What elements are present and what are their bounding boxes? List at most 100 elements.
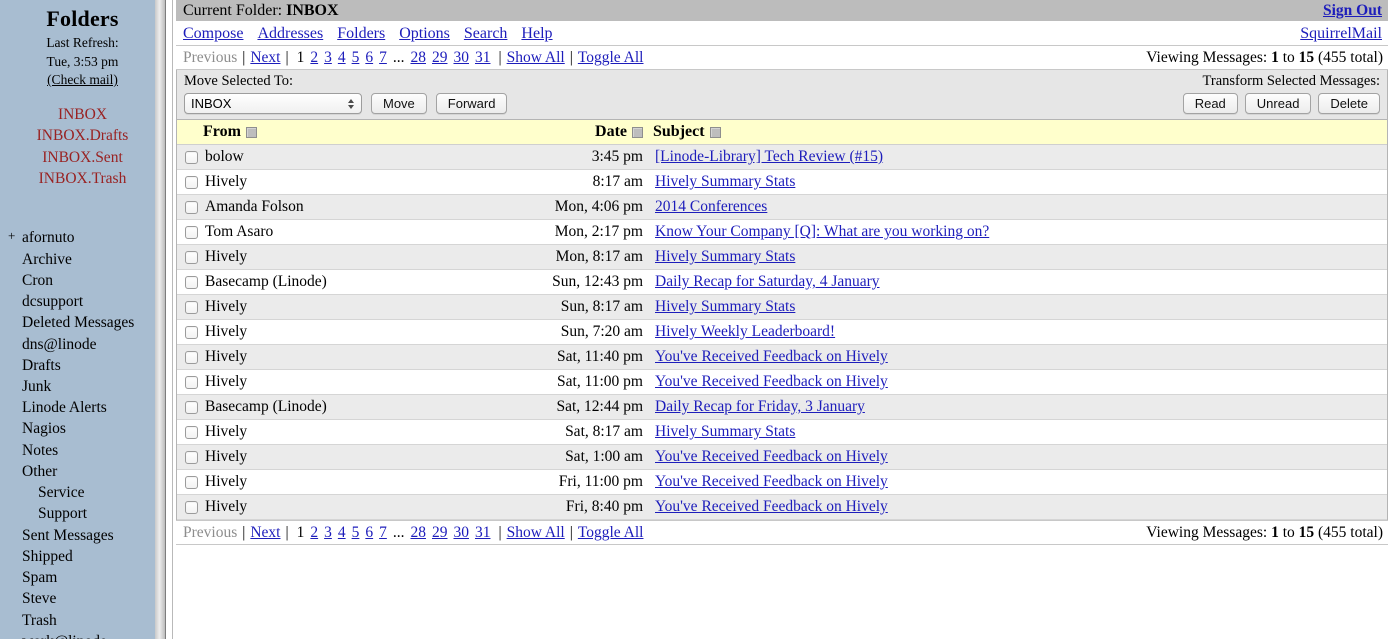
message-subject-link[interactable]: You've Received Feedback on Hively bbox=[655, 473, 888, 490]
row-subject-cell[interactable]: You've Received Feedback on Hively bbox=[653, 469, 1387, 495]
show-all-link[interactable]: Show All bbox=[506, 523, 565, 541]
show-all-link[interactable]: Show All bbox=[506, 48, 565, 66]
page-link-2[interactable]: 2 bbox=[310, 48, 319, 66]
row-checkbox-cell[interactable] bbox=[177, 144, 203, 170]
sidebar-folder-nagios[interactable]: Nagios bbox=[22, 418, 165, 439]
sidebar-folder-other[interactable]: Other bbox=[22, 461, 165, 482]
menu-item-addresses[interactable]: Addresses bbox=[257, 24, 324, 42]
squirrelmail-brand-link[interactable]: SquirrelMail bbox=[1300, 24, 1382, 42]
message-checkbox[interactable] bbox=[184, 350, 198, 364]
mark-read-button[interactable]: Read bbox=[1182, 93, 1238, 114]
row-checkbox-cell[interactable] bbox=[177, 444, 203, 470]
move-button[interactable]: Move bbox=[371, 93, 427, 114]
page-link-2[interactable]: 2 bbox=[310, 523, 319, 541]
page-link-5[interactable]: 5 bbox=[351, 523, 360, 541]
sidebar-folder-dcsupport[interactable]: dcsupport bbox=[22, 291, 165, 312]
sidebar-folder-afornuto[interactable]: + afornuto bbox=[8, 227, 165, 248]
row-subject-cell[interactable]: 2014 Conferences bbox=[653, 194, 1387, 220]
table-row[interactable]: Hively Fri, 8:40 pm You've Received Feed… bbox=[177, 494, 1387, 520]
column-header-subject[interactable]: Subject bbox=[653, 120, 1387, 145]
table-row[interactable]: bolow 3:45 pm [Linode-Library] Tech Revi… bbox=[177, 144, 1387, 170]
sidebar-folder-linode-alerts[interactable]: Linode Alerts bbox=[22, 397, 165, 418]
menu-item-help[interactable]: Help bbox=[521, 24, 553, 42]
row-checkbox-cell[interactable] bbox=[177, 394, 203, 420]
sidebar-folder-steve[interactable]: Steve bbox=[22, 588, 165, 609]
page-link-7[interactable]: 7 bbox=[379, 523, 387, 541]
page-link-30[interactable]: 30 bbox=[453, 48, 469, 66]
forward-button[interactable]: Forward bbox=[435, 93, 508, 114]
page-link-29[interactable]: 29 bbox=[431, 523, 448, 541]
row-subject-cell[interactable]: You've Received Feedback on Hively bbox=[653, 344, 1387, 370]
row-checkbox-cell[interactable] bbox=[177, 344, 203, 370]
message-subject-link[interactable]: 2014 Conferences bbox=[655, 198, 768, 215]
row-checkbox-cell[interactable] bbox=[177, 169, 203, 195]
row-checkbox-cell[interactable] bbox=[177, 369, 203, 395]
message-checkbox[interactable] bbox=[184, 450, 198, 464]
row-subject-cell[interactable]: You've Received Feedback on Hively bbox=[653, 494, 1387, 520]
message-checkbox[interactable] bbox=[184, 275, 198, 289]
row-subject-cell[interactable]: Hively Summary Stats bbox=[653, 419, 1387, 445]
message-checkbox[interactable] bbox=[184, 400, 198, 414]
sidebar-folder-label[interactable]: Steve bbox=[22, 590, 57, 608]
message-subject-link[interactable]: You've Received Feedback on Hively bbox=[655, 348, 888, 365]
sort-subject-icon[interactable] bbox=[709, 126, 721, 138]
sidebar-folder-label[interactable]: Junk bbox=[22, 378, 52, 396]
message-subject-link[interactable]: Hively Summary Stats bbox=[655, 423, 796, 440]
table-row[interactable]: Hively Sun, 7:20 am Hively Weekly Leader… bbox=[177, 319, 1387, 345]
table-row[interactable]: Hively Sat, 11:40 pm You've Received Fee… bbox=[177, 344, 1387, 370]
message-checkbox[interactable] bbox=[184, 375, 198, 389]
check-mail-link[interactable]: (Check mail) bbox=[47, 72, 118, 88]
table-row[interactable]: Basecamp (Linode) Sun, 12:43 pm Daily Re… bbox=[177, 269, 1387, 295]
sidebar-folder-notes[interactable]: Notes bbox=[22, 440, 165, 461]
sidebar-folder-label[interactable]: Notes bbox=[22, 441, 59, 459]
sidebar-folder-drafts[interactable]: Drafts bbox=[22, 355, 165, 376]
message-checkbox[interactable] bbox=[184, 475, 198, 489]
toggle-all-link[interactable]: Toggle All bbox=[577, 523, 644, 541]
row-checkbox-cell[interactable] bbox=[177, 319, 203, 345]
message-checkbox[interactable] bbox=[184, 225, 198, 239]
sidebar-folder-label[interactable]: Support bbox=[38, 505, 88, 523]
sidebar-folder-service[interactable]: Service bbox=[22, 482, 165, 503]
row-subject-cell[interactable]: You've Received Feedback on Hively bbox=[653, 369, 1387, 395]
sidebar-folder-label[interactable]: Deleted Messages bbox=[22, 314, 135, 332]
menu-item-search[interactable]: Search bbox=[463, 24, 508, 42]
message-checkbox[interactable] bbox=[184, 150, 198, 164]
sidebar-folder-inbox[interactable]: INBOX bbox=[57, 105, 108, 123]
sidebar-folder-label[interactable]: work@linode bbox=[22, 633, 107, 639]
menu-item-compose[interactable]: Compose bbox=[183, 24, 244, 42]
message-subject-link[interactable]: Daily Recap for Friday, 3 January bbox=[655, 398, 865, 415]
sidebar-folder-label[interactable]: Trash bbox=[22, 611, 57, 629]
sidebar-folder-spam[interactable]: Spam bbox=[22, 567, 165, 588]
message-subject-link[interactable]: Hively Summary Stats bbox=[655, 248, 796, 265]
sidebar-folder-deleted-messages[interactable]: Deleted Messages bbox=[22, 312, 165, 333]
table-row[interactable]: Hively Mon, 8:17 am Hively Summary Stats bbox=[177, 244, 1387, 270]
row-checkbox-cell[interactable] bbox=[177, 419, 203, 445]
page-link-31[interactable]: 31 bbox=[474, 523, 491, 541]
page-link-29[interactable]: 29 bbox=[431, 48, 448, 66]
page-link-3[interactable]: 3 bbox=[324, 48, 332, 66]
mark-unread-button[interactable]: Unread bbox=[1244, 93, 1312, 114]
message-subject-link[interactable]: Hively Summary Stats bbox=[655, 173, 796, 190]
sidebar-folder-label[interactable]: afornuto bbox=[22, 229, 75, 247]
sort-date-icon[interactable] bbox=[632, 126, 643, 138]
delete-button[interactable]: Delete bbox=[1318, 93, 1380, 114]
sidebar-folder-label[interactable]: Cron bbox=[22, 271, 53, 289]
message-subject-link[interactable]: Hively Weekly Leaderboard! bbox=[655, 323, 836, 340]
next-page-link[interactable]: Next bbox=[250, 523, 281, 541]
page-link-30[interactable]: 30 bbox=[453, 523, 469, 541]
column-header-date[interactable]: Date bbox=[453, 120, 653, 145]
row-subject-cell[interactable]: Hively Summary Stats bbox=[653, 169, 1387, 195]
sidebar-folder-inbox-drafts[interactable]: INBOX.Drafts bbox=[36, 127, 129, 145]
table-row[interactable]: Hively Sat, 11:00 pm You've Received Fee… bbox=[177, 369, 1387, 395]
sidebar-folder-label[interactable]: Linode Alerts bbox=[22, 399, 107, 417]
menu-item-options[interactable]: Options bbox=[399, 24, 450, 42]
message-subject-link[interactable]: Hively Summary Stats bbox=[655, 298, 796, 315]
row-checkbox-cell[interactable] bbox=[177, 294, 203, 320]
message-checkbox[interactable] bbox=[184, 500, 198, 514]
sidebar-folder-support[interactable]: Support bbox=[22, 503, 165, 524]
message-checkbox[interactable] bbox=[184, 425, 198, 439]
sidebar-folder-label[interactable]: Spam bbox=[22, 569, 58, 587]
sidebar-folder-label[interactable]: dns@linode bbox=[22, 335, 97, 353]
table-row[interactable]: Hively Sat, 1:00 am You've Received Feed… bbox=[177, 444, 1387, 470]
row-subject-cell[interactable]: Hively Summary Stats bbox=[653, 294, 1387, 320]
